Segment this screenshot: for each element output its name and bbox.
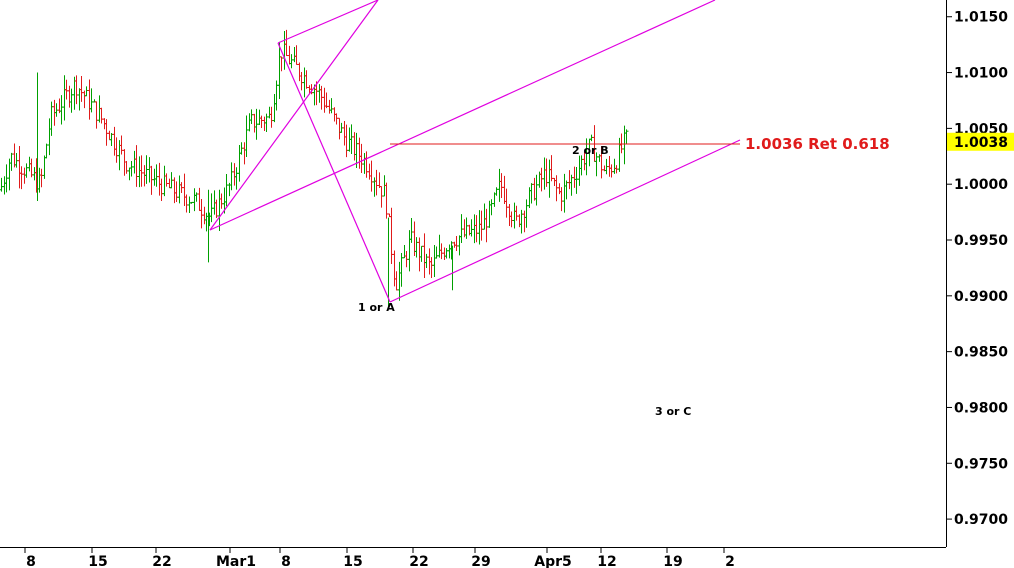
x-tick-label: 19: [663, 554, 682, 568]
pitchfork-top-line: [277, 0, 379, 44]
x-tick-label: 8: [281, 554, 291, 568]
x-tick-label: 22: [152, 554, 171, 568]
wave-label: 3 or C: [655, 405, 691, 418]
x-tick-label: 12: [597, 554, 616, 568]
retracement-label: 1.0036 Ret 0.618: [745, 135, 890, 153]
y-tick-label: 1.0000: [954, 177, 1008, 193]
overlays: 1.0036 Ret 0.618 1 or A 2 or B 3 or C: [209, 0, 890, 418]
wave-down-leg-line: [277, 42, 391, 303]
x-tick-label: Mar1: [216, 554, 256, 568]
y-tick-label: 1.0150: [954, 10, 1008, 26]
x-tick-label: 2: [725, 554, 735, 568]
y-tick-label: 0.9850: [954, 345, 1008, 361]
price-bars: [0, 29, 629, 307]
wave-label: 1 or A: [358, 301, 395, 314]
channel-middle-line: [209, 0, 716, 231]
current-price-label: 1.0038: [954, 135, 1008, 151]
x-tick-label: Apr5: [534, 554, 572, 568]
x-tick-label: 15: [88, 554, 107, 568]
y-tick-label: 0.9900: [954, 289, 1008, 305]
y-tick-label: 0.9700: [954, 512, 1008, 528]
y-tick-label: 0.9750: [954, 456, 1008, 472]
channel-upper-line: [209, 0, 379, 231]
y-tick-label: 0.9800: [954, 400, 1008, 416]
x-tick-label: 15: [343, 554, 362, 568]
x-tick-label: 29: [471, 554, 490, 568]
current-price-tag: [947, 132, 1014, 151]
x-tick-label: 22: [409, 554, 428, 568]
y-tick-label: 0.9950: [954, 233, 1008, 249]
x-tick-label: 8: [26, 554, 36, 568]
wave-label: 2 or B: [572, 144, 609, 157]
channel-lower-line: [389, 139, 741, 303]
y-tick-label: 1.0100: [954, 66, 1008, 82]
